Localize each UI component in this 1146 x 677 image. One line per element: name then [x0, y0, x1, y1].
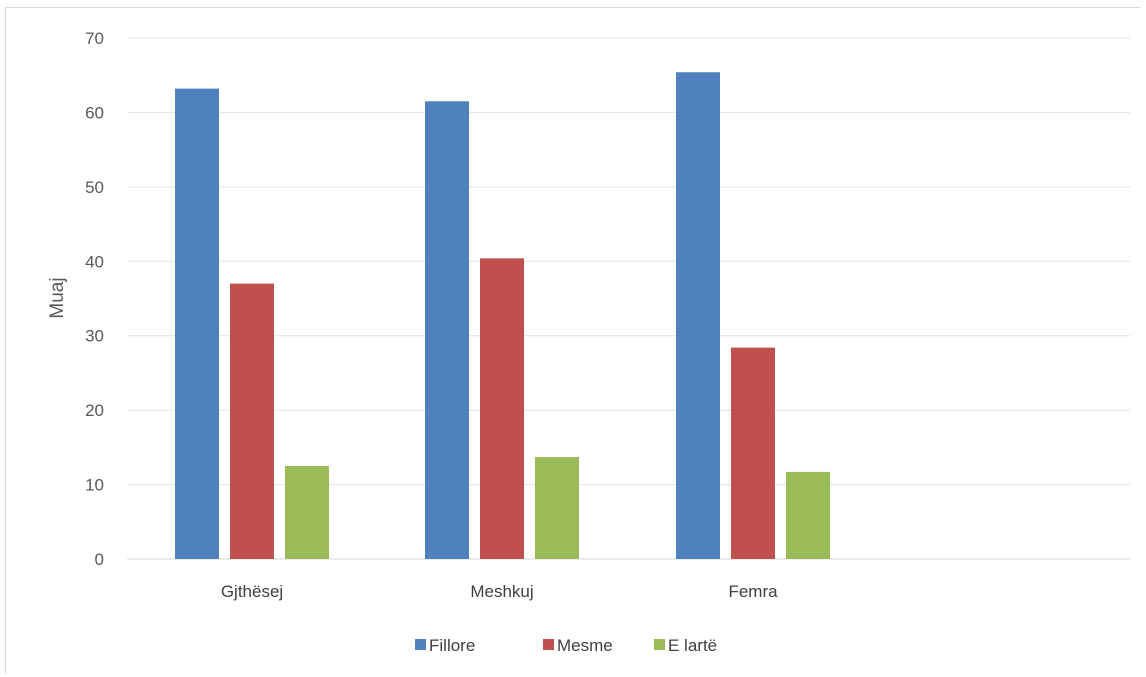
chart-frame — [5, 7, 1140, 674]
legend-label: Fillore — [429, 636, 475, 655]
bar-e-lart--1 — [535, 457, 579, 559]
bars — [175, 72, 830, 560]
bar-mesme-1 — [480, 258, 524, 559]
y-axis-ticks: 0 10 20 30 40 50 60 70 — [85, 29, 104, 569]
x-axis-categories: Gjthësej Meshkuj Femra — [221, 582, 778, 601]
x-category-label: Meshkuj — [470, 582, 533, 601]
bar-e-lart--0 — [285, 465, 329, 559]
y-axis-title: Muaj — [47, 277, 68, 318]
legend-swatch — [654, 639, 665, 650]
y-tick-label: 20 — [85, 401, 104, 420]
y-tick-label: 70 — [85, 29, 104, 48]
bar-fillore-0 — [175, 88, 219, 560]
legend: Fillore Mesme E lartë — [415, 636, 717, 655]
legend-label: E lartë — [668, 636, 717, 655]
y-tick-label: 0 — [95, 550, 104, 569]
y-tick-label: 30 — [85, 327, 104, 346]
bar-e-lart--2 — [786, 471, 830, 559]
gridlines — [127, 37, 1130, 560]
bar-fillore-2 — [676, 72, 720, 559]
x-category-label: Femra — [728, 582, 778, 601]
x-category-label: Gjthësej — [221, 582, 283, 601]
bar-fillore-1 — [425, 101, 469, 559]
legend-swatch — [543, 639, 554, 650]
legend-swatch — [415, 639, 426, 650]
y-tick-label: 40 — [85, 252, 104, 271]
bar-mesme-0 — [230, 283, 274, 559]
legend-label: Mesme — [557, 636, 613, 655]
bar-mesme-2 — [731, 347, 775, 559]
y-tick-label: 60 — [85, 103, 104, 122]
y-tick-label: 50 — [85, 178, 104, 197]
y-tick-label: 10 — [85, 476, 104, 495]
